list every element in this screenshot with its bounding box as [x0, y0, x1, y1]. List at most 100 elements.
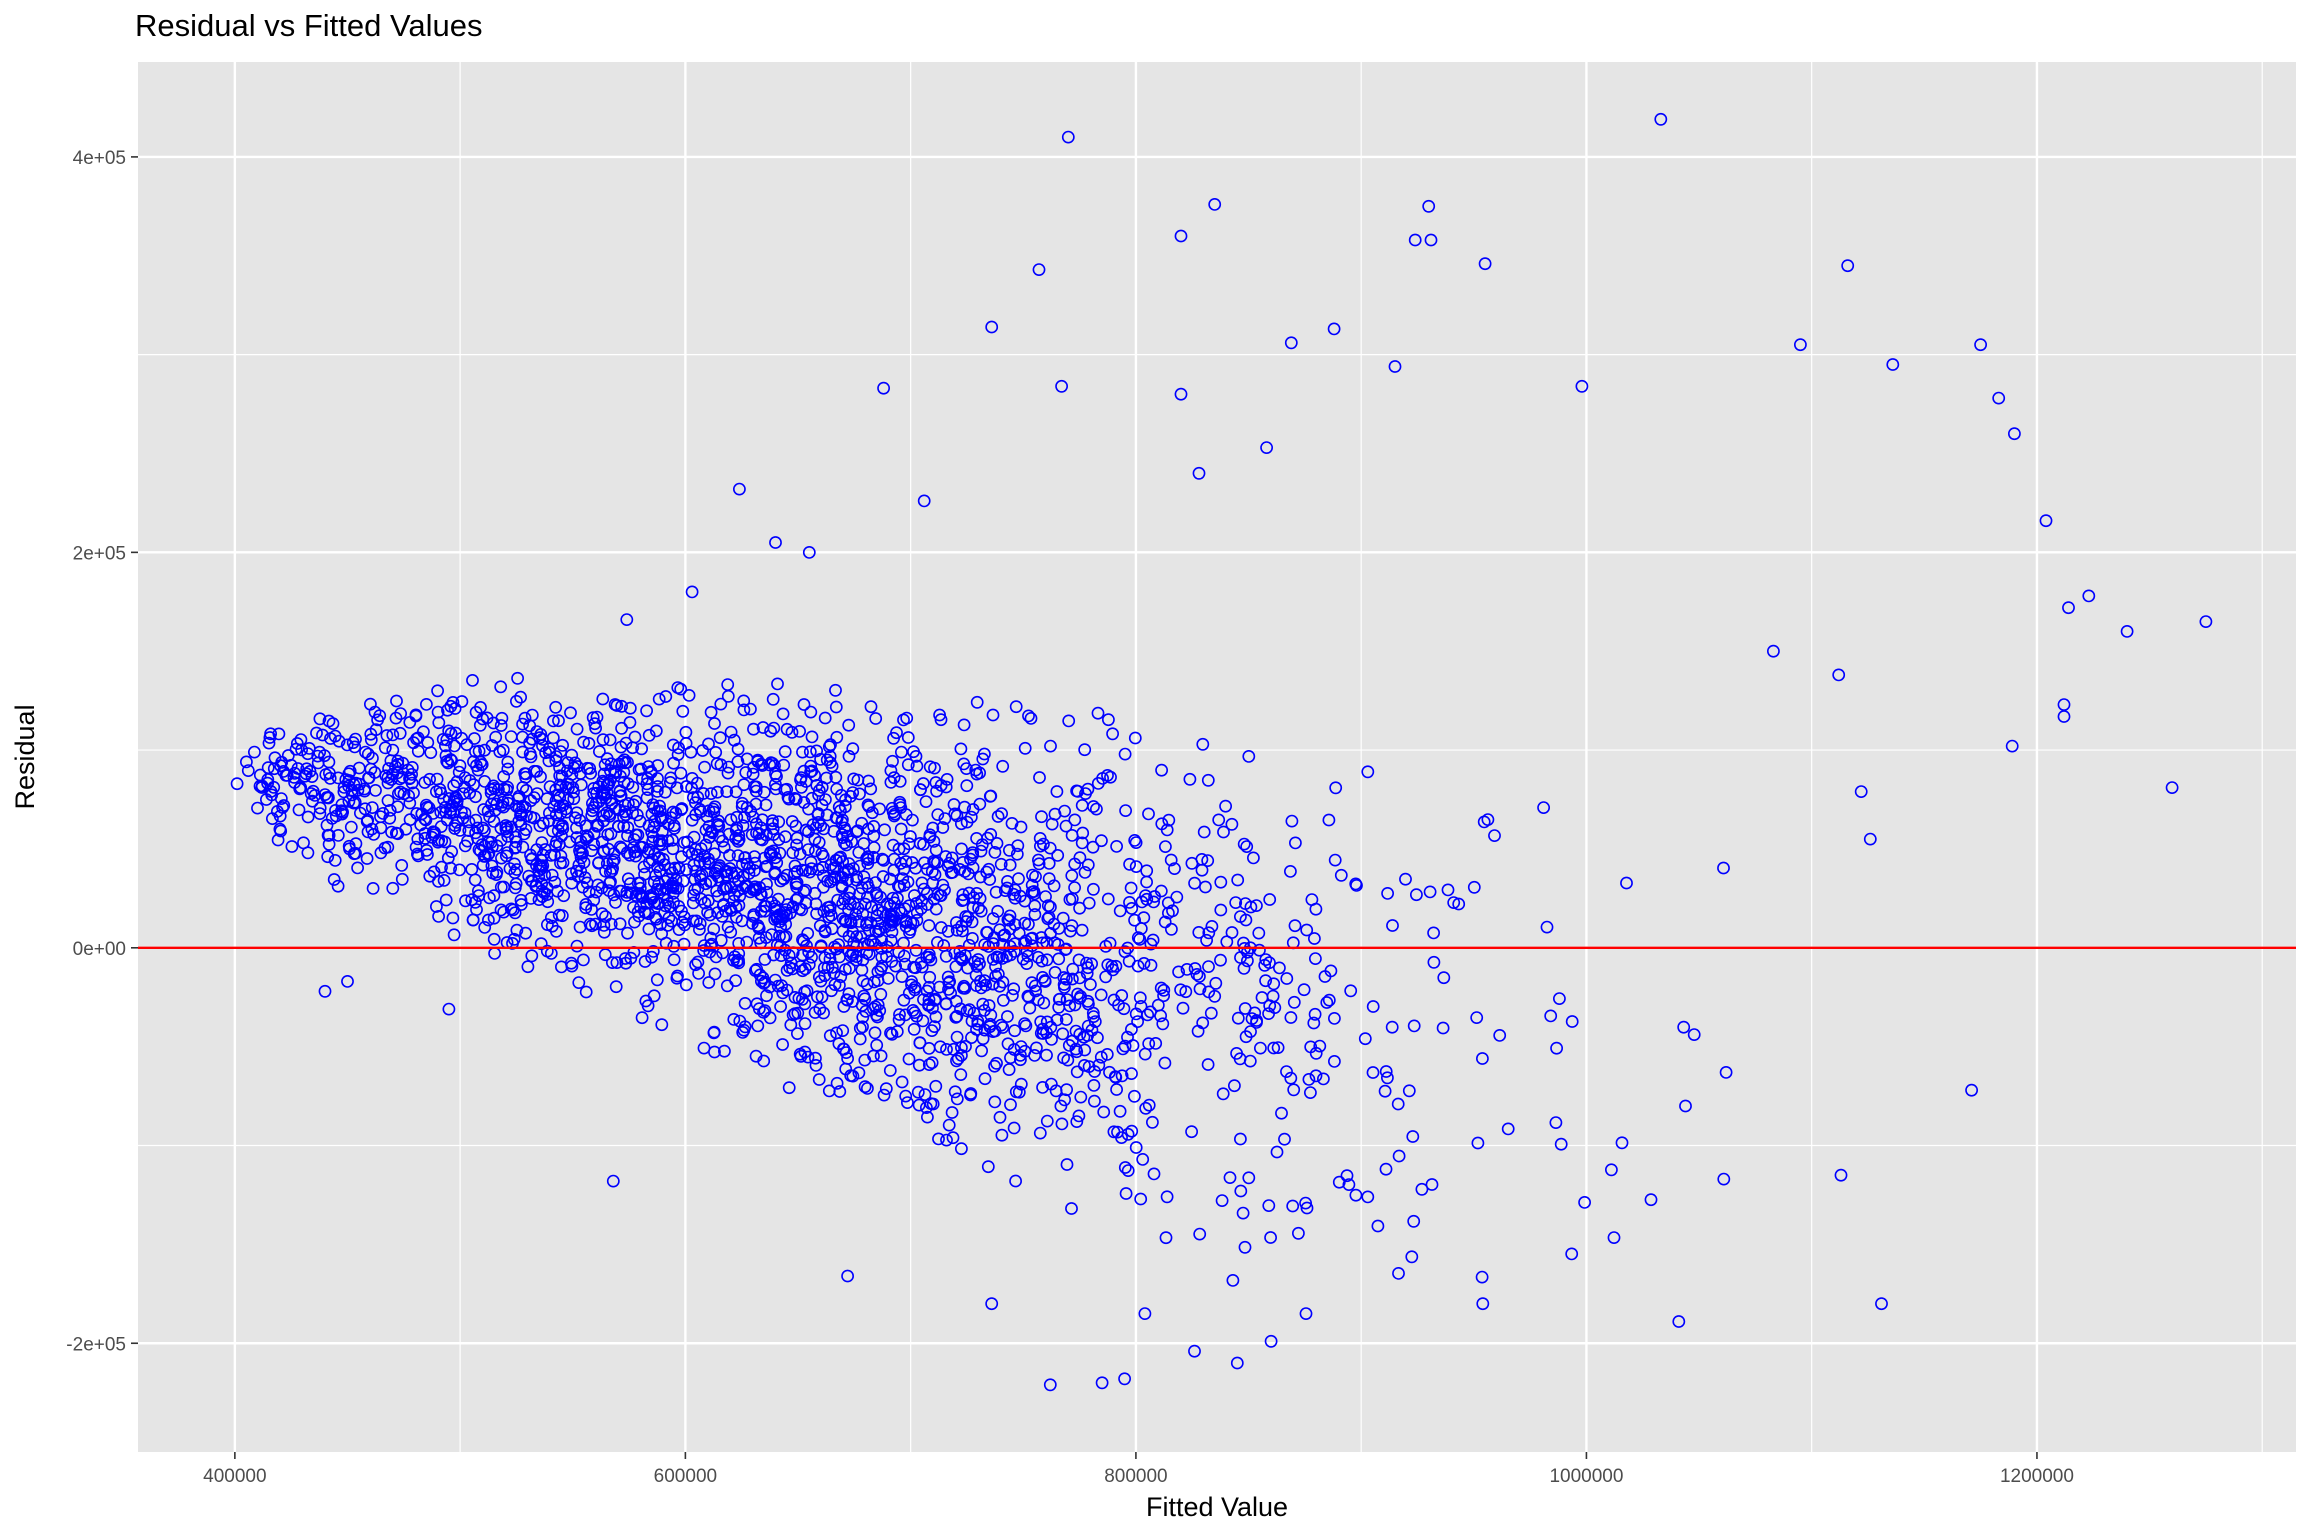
data-point [889, 959, 902, 973]
data-point [1037, 996, 1051, 1010]
data-point [1231, 873, 1245, 887]
data-point [1009, 700, 1023, 714]
data-point [546, 731, 560, 745]
data-point [1050, 1013, 1064, 1027]
data-point [1013, 889, 1027, 903]
data-point [1565, 1247, 1579, 1261]
data-point [681, 835, 694, 849]
data-point [1193, 1227, 1207, 1241]
data-point [929, 992, 942, 1006]
data-point [842, 749, 856, 763]
data-point [974, 981, 988, 995]
data-point [1101, 769, 1114, 782]
data-point [864, 700, 878, 714]
data-point [487, 911, 501, 925]
data-point [1392, 1267, 1405, 1280]
data-point [1055, 1117, 1069, 1131]
data-point [369, 784, 382, 797]
data-point [884, 934, 898, 947]
data-point [1058, 981, 1071, 994]
data-point [968, 955, 982, 969]
data-point [1131, 931, 1145, 945]
data-point [1022, 709, 1035, 723]
data-point [516, 730, 529, 744]
data-point [911, 1085, 925, 1099]
data-point [598, 948, 612, 962]
data-point [922, 950, 936, 964]
data-point [445, 845, 458, 858]
data-point [1032, 853, 1045, 867]
data-point [603, 733, 617, 747]
data-point [944, 866, 958, 880]
data-point [628, 845, 641, 859]
data-point [1834, 1168, 1848, 1182]
data-point [1003, 843, 1016, 857]
data-point [1481, 813, 1495, 826]
data-point [680, 780, 693, 793]
data-point [973, 892, 987, 905]
data-point [1854, 785, 1868, 798]
data-point [798, 1017, 812, 1030]
data-point [748, 864, 761, 877]
data-point [1019, 934, 1033, 948]
data-point [864, 900, 878, 914]
data-point [1214, 875, 1228, 889]
data-point [754, 757, 768, 771]
data-point [1179, 985, 1193, 999]
data-points [230, 112, 2213, 1392]
data-point [852, 1066, 866, 1080]
data-point [991, 904, 1005, 918]
data-point [950, 809, 964, 823]
data-point [310, 726, 323, 740]
data-point [1006, 989, 1019, 1002]
data-point [1328, 853, 1342, 867]
data-point [813, 919, 827, 933]
data-point [780, 868, 794, 882]
data-point [324, 732, 337, 745]
data-point [873, 922, 886, 936]
data-point [713, 731, 727, 745]
data-point [955, 1049, 968, 1062]
data-point [829, 853, 843, 867]
data-point [964, 1088, 977, 1102]
data-point [744, 702, 757, 716]
data-point [645, 950, 658, 964]
data-point [770, 911, 784, 925]
data-point [511, 671, 524, 685]
data-point [463, 786, 476, 800]
data-point [478, 921, 492, 934]
data-point [722, 827, 736, 841]
data-point [665, 914, 678, 928]
data-point [774, 1000, 787, 1013]
data-point [1214, 903, 1228, 917]
data-point [923, 760, 937, 774]
data-point [291, 762, 305, 775]
data-point [825, 984, 838, 998]
y-axis-title: Residual [10, 704, 40, 809]
data-point [874, 1049, 888, 1063]
data-point [1201, 773, 1215, 787]
data-point [1121, 1127, 1135, 1141]
data-point [712, 861, 726, 874]
data-point [431, 684, 444, 698]
data-point [1262, 1199, 1276, 1212]
data-point [1044, 1077, 1058, 1091]
data-point [1027, 885, 1041, 898]
data-point [441, 756, 455, 770]
data-point [517, 827, 531, 841]
data-point [656, 852, 670, 866]
data-point [481, 804, 495, 818]
data-point [867, 820, 881, 833]
data-point [689, 843, 702, 856]
data-point [1241, 945, 1254, 959]
data-point [1304, 1086, 1317, 1099]
data-point [587, 787, 601, 800]
data-point [376, 807, 390, 820]
data-point [956, 953, 969, 967]
data-point [768, 973, 782, 987]
data-point [955, 842, 968, 856]
data-point [912, 1098, 926, 1112]
data-point [1231, 1011, 1245, 1025]
data-point [1014, 820, 1028, 834]
data-point [797, 934, 811, 948]
